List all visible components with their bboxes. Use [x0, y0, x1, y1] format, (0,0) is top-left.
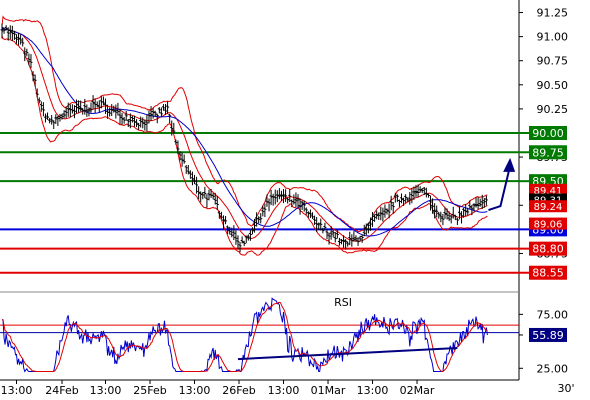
rsi-panel: [0, 297, 519, 373]
time-axis: 13:00 24Feb 13:00 25Feb 13:00 26Feb 13:00 01Mar…: [1, 380, 435, 397]
level-label-box: [529, 265, 567, 280]
support-resistance-levels: [0, 131, 519, 274]
y-tick-label: 91.25: [537, 7, 569, 20]
level-label-box: [529, 241, 567, 256]
y-tick-label: 90.50: [537, 79, 569, 92]
lower-band: [1, 35, 488, 256]
level-labels: 90.0089.7589.5089.0088.8088.5589.4189.31…: [519, 125, 567, 280]
y-tick-label: 91.00: [537, 31, 569, 44]
price-marker-label: 89.41: [534, 186, 563, 197]
y-tick-label: 90.25: [537, 103, 569, 116]
level-label: 88.55: [532, 267, 564, 280]
price-marker-box: [529, 217, 567, 230]
level-label: 89.75: [532, 146, 564, 159]
forecast-arrow: [488, 157, 516, 212]
price-marker-label: 89.24: [534, 202, 563, 213]
x-tick-label: 02Mar: [400, 384, 435, 397]
timeframe-label: 30': [557, 382, 574, 395]
x-tick-label: 13:00: [179, 384, 211, 397]
price-marker-label: 89.06: [534, 220, 563, 231]
level-label-box: [529, 125, 567, 140]
rsi-value-box: [529, 327, 567, 342]
level-label: 88.80: [532, 243, 564, 256]
rsi-y-tick-label: 75.00: [537, 308, 569, 321]
price-bars: [0, 23, 488, 253]
moving-average: [1, 26, 488, 237]
bollinger-bands: [1, 15, 488, 256]
x-tick-label: 13:00: [1, 384, 33, 397]
rsi-title: RSI: [334, 296, 352, 309]
rsi-y-tick-label: 25.00: [537, 362, 569, 375]
price-axis: 91.2591.0090.7590.5090.2589.7588.7575.00…: [519, 7, 569, 375]
rsi-line: [2, 297, 488, 373]
x-tick-label: 13:00: [357, 384, 389, 397]
x-tick-label: 26Feb: [222, 384, 255, 397]
price-marker-box: [529, 183, 567, 196]
level-label-box: [529, 145, 567, 160]
rsi-value-label: 55.89: [532, 329, 564, 342]
x-tick-label: 13:00: [90, 384, 122, 397]
y-tick-label: 90.75: [537, 55, 569, 68]
rsi-signal: [2, 301, 488, 372]
rsi-trendline: [237, 347, 458, 361]
forecast-arrow-head: [503, 157, 516, 172]
level-label: 90.00: [532, 127, 564, 140]
x-tick-label: 13:00: [268, 384, 300, 397]
price-marker-box: [529, 200, 567, 213]
x-tick-label: 25Feb: [133, 384, 166, 397]
x-tick-label: 01Mar: [311, 384, 346, 397]
axes-frame: [0, 0, 520, 381]
forecast-arrow-line: [488, 169, 511, 212]
x-tick-label: 24Feb: [45, 384, 78, 397]
moving-average-line: [1, 26, 488, 237]
upper-band: [1, 15, 488, 233]
